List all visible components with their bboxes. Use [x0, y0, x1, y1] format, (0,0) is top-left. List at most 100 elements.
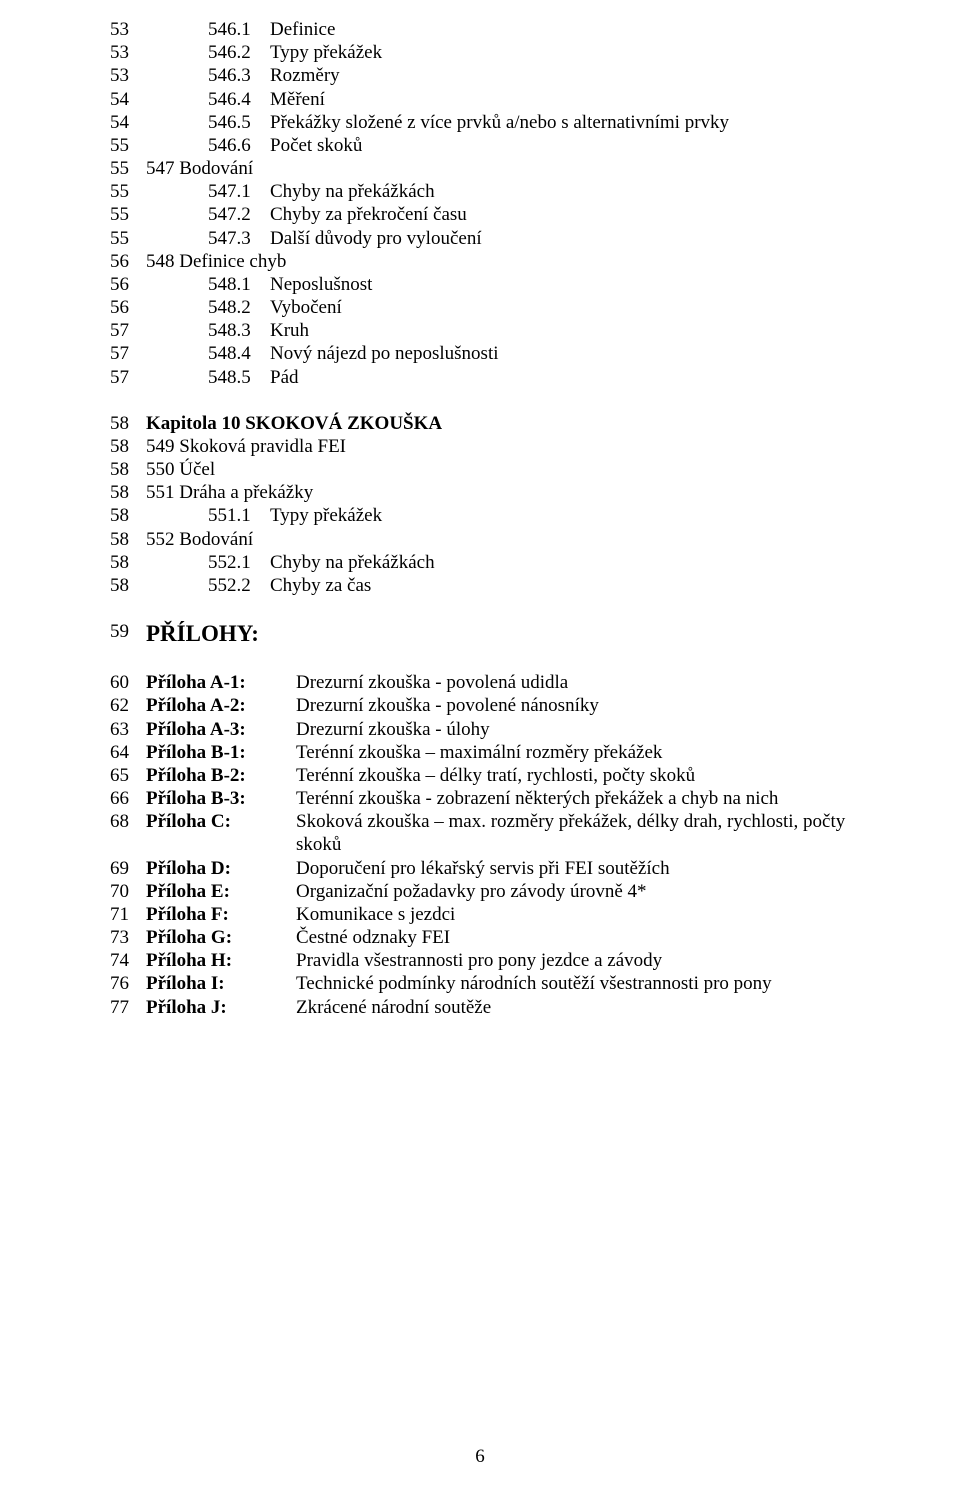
appendix-label: Příloha I:	[146, 972, 296, 995]
page-ref: 57	[110, 366, 146, 389]
page-ref: 57	[110, 342, 146, 365]
appendix-description: Terénní zkouška - zobrazení některých př…	[296, 787, 778, 810]
toc-row: 56548.2Vybočení	[110, 296, 850, 319]
toc-row: 57548.4Nový nájezd po neposlušnosti	[110, 342, 850, 365]
toc-entry-text: 549 Skoková pravidla FEI	[146, 435, 346, 458]
appendix-row: 63Příloha A-3:Drezurní zkouška - úlohy	[110, 718, 850, 741]
toc-row: 58550 Účel	[110, 458, 850, 481]
page-ref: 53	[110, 41, 146, 64]
page-ref: 66	[110, 787, 146, 810]
page-ref: 71	[110, 903, 146, 926]
page-ref: 64	[110, 741, 146, 764]
indent	[146, 203, 208, 226]
appendix-label: Příloha D:	[146, 857, 296, 880]
appendix-row: 74Příloha H:Pravidla všestrannosti pro p…	[110, 949, 850, 972]
toc-row: 56548.1Neposlušnost	[110, 273, 850, 296]
section-number: 546.2	[208, 41, 270, 64]
page-ref: 68	[110, 810, 146, 856]
toc-row: 53546.2Typy překážek	[110, 41, 850, 64]
indent	[146, 551, 208, 574]
appendix-row: 68Příloha C:Skoková zkouška – max. rozmě…	[110, 810, 850, 856]
toc-entry-text: Pád	[270, 366, 299, 389]
toc-row: 55547 Bodování	[110, 157, 850, 180]
indent	[146, 296, 208, 319]
appendix-row: 70Příloha E:Organizační požadavky pro zá…	[110, 880, 850, 903]
appendix-description: Čestné odznaky FEI	[296, 926, 450, 949]
toc-entry-text: Kruh	[270, 319, 309, 342]
toc-entry-text: Měření	[270, 88, 325, 111]
toc-entry-text: 550 Účel	[146, 458, 215, 481]
section-number: 546.5	[208, 111, 270, 134]
page-ref: 58	[110, 574, 146, 597]
indent	[146, 18, 208, 41]
section-number: 548.5	[208, 366, 270, 389]
section-number: 548.3	[208, 319, 270, 342]
toc-entry-text: Další důvody pro vyloučení	[270, 227, 482, 250]
appendix-row: 76Příloha I:Technické podmínky národních…	[110, 972, 850, 995]
page-ref: 58	[110, 551, 146, 574]
page-ref: 76	[110, 972, 146, 995]
page-ref: 59	[110, 620, 146, 648]
section-number: 548.2	[208, 296, 270, 319]
section-number: 548.4	[208, 342, 270, 365]
appendix-row: 64Příloha B-1:Terénní zkouška – maximáln…	[110, 741, 850, 764]
toc-entry-text: Překážky složené z více prvků a/nebo s a…	[270, 111, 729, 134]
page-ref: 55	[110, 203, 146, 226]
blank-line	[110, 597, 850, 620]
toc-row: 53546.1Definice	[110, 18, 850, 41]
appendix-label: Příloha A-1:	[146, 671, 296, 694]
indent	[146, 342, 208, 365]
blank-line	[110, 389, 850, 412]
section-number: 546.3	[208, 64, 270, 87]
appendix-description: Drezurní zkouška - úlohy	[296, 718, 490, 741]
attachments-heading: PŘÍLOHY:	[146, 620, 259, 648]
toc-row: 54 546.5Překážky složené z více prvků a/n…	[110, 111, 850, 134]
page-ref: 57	[110, 319, 146, 342]
appendix-description: Skoková zkouška – max. rozměry překážek,…	[296, 810, 850, 856]
section-number: 546.1	[208, 18, 270, 41]
section-number: 547.3	[208, 227, 270, 250]
toc-entry-text: Rozměry	[270, 64, 340, 87]
toc-row: 58 551.1Typy překážek	[110, 504, 850, 527]
page-ref: 60	[110, 671, 146, 694]
page-ref: 58	[110, 528, 146, 551]
appendix-label: Příloha B-2:	[146, 764, 296, 787]
toc-row: 58552.2Chyby za čas	[110, 574, 850, 597]
page-ref: 55	[110, 134, 146, 157]
appendix-label: Příloha H:	[146, 949, 296, 972]
appendix-description: Komunikace s jezdci	[296, 903, 455, 926]
toc-entry-text: Chyby za překročení času	[270, 203, 467, 226]
page-ref: 54	[110, 111, 146, 134]
appendix-description: Terénní zkouška – maximální rozměry přek…	[296, 741, 662, 764]
toc-entry-text: Typy překážek	[270, 504, 382, 527]
appendix-label: Příloha F:	[146, 903, 296, 926]
appendix-description: Terénní zkouška – délky tratí, rychlosti…	[296, 764, 695, 787]
appendix-row: 69Příloha D:Doporučení pro lékařský serv…	[110, 857, 850, 880]
page-ref: 58	[110, 504, 146, 527]
page-ref: 77	[110, 996, 146, 1019]
page: 53546.1Definice53546.2Typy překážek53546…	[0, 0, 960, 1510]
toc-entry-text: Vybočení	[270, 296, 342, 319]
appendix-label: Příloha B-3:	[146, 787, 296, 810]
blank-line	[110, 648, 850, 671]
section-number: 552.2	[208, 574, 270, 597]
page-ref: 63	[110, 718, 146, 741]
section-number: 551.1	[208, 504, 270, 527]
appendix-label: Příloha A-3:	[146, 718, 296, 741]
toc-row: 54546.4Měření	[110, 88, 850, 111]
appendix-row: 66Příloha B-3:Terénní zkouška - zobrazen…	[110, 787, 850, 810]
toc-entry-text: 551 Dráha a překážky	[146, 481, 313, 504]
section-number: 546.6	[208, 134, 270, 157]
appendix-label: Příloha A-2:	[146, 694, 296, 717]
toc-row: 57 548.5Pád	[110, 366, 850, 389]
page-ref: 65	[110, 764, 146, 787]
indent	[146, 111, 208, 134]
appendix-label: Příloha J:	[146, 996, 296, 1019]
appendix-row: 62Příloha A-2:Drezurní zkouška - povolen…	[110, 694, 850, 717]
section-number: 547.1	[208, 180, 270, 203]
appendices-list: 60Příloha A-1:Drezurní zkouška - povolen…	[110, 671, 850, 1019]
indent	[146, 273, 208, 296]
page-ref: 55	[110, 227, 146, 250]
section-number: 546.4	[208, 88, 270, 111]
appendix-description: Zkrácené národní soutěže	[296, 996, 491, 1019]
